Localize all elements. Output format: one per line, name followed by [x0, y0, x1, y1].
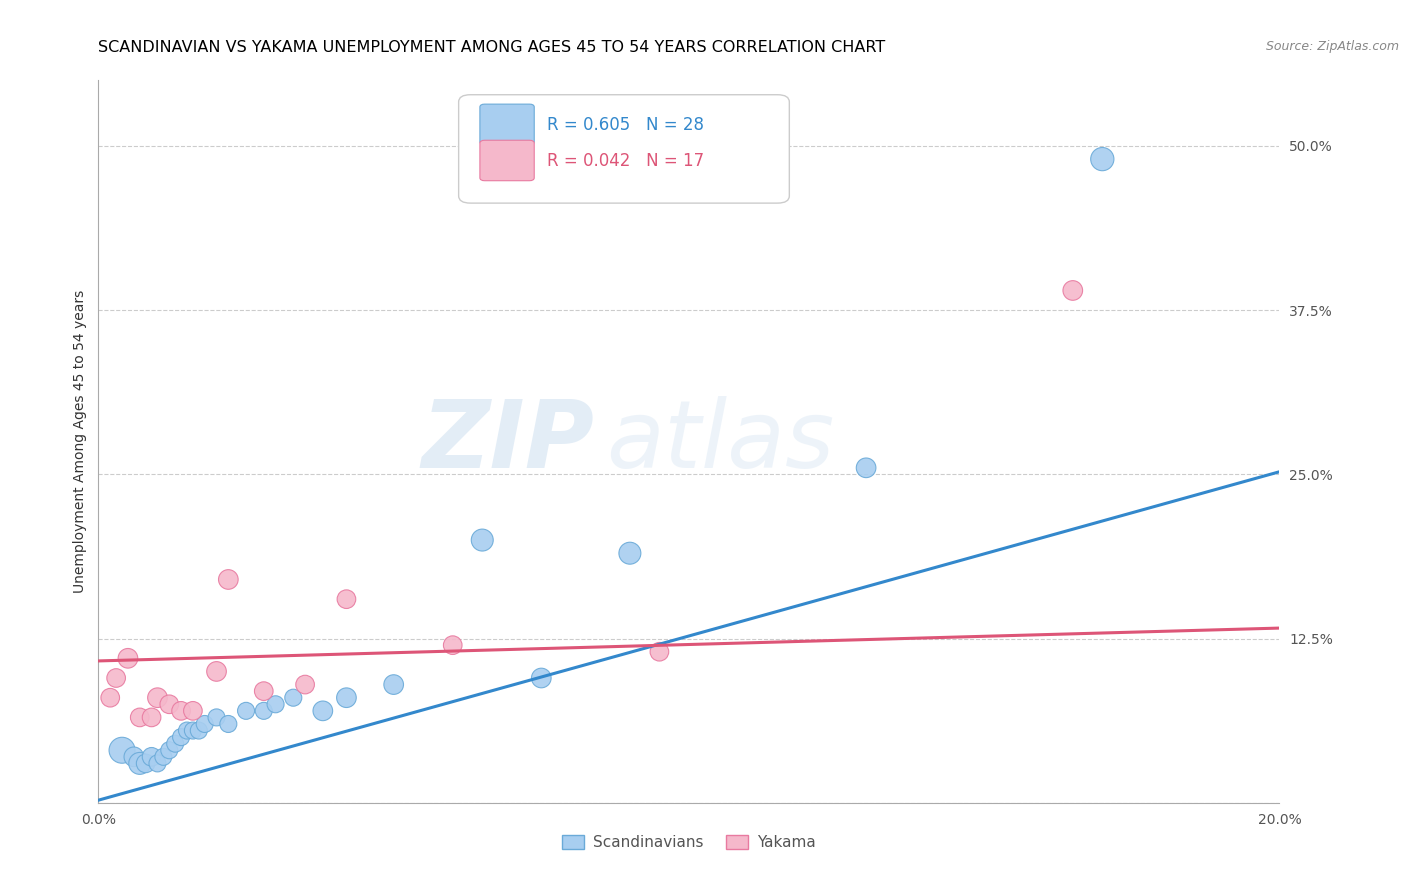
Point — [152, 749, 174, 764]
Point — [105, 671, 128, 685]
Point — [335, 592, 357, 607]
Point — [135, 756, 157, 771]
Point — [283, 690, 305, 705]
Point — [181, 704, 204, 718]
Point — [855, 460, 877, 475]
Point — [194, 717, 217, 731]
Legend: Scandinavians, Yakama: Scandinavians, Yakama — [557, 830, 821, 856]
FancyBboxPatch shape — [479, 104, 534, 145]
Point — [181, 723, 204, 738]
Point — [165, 737, 187, 751]
Point — [253, 684, 276, 698]
Point — [122, 749, 145, 764]
Point — [170, 730, 193, 744]
Point — [170, 704, 193, 718]
Point — [205, 665, 228, 679]
Point — [157, 698, 180, 712]
Point — [619, 546, 641, 560]
FancyBboxPatch shape — [458, 95, 789, 203]
Y-axis label: Unemployment Among Ages 45 to 54 years: Unemployment Among Ages 45 to 54 years — [73, 290, 87, 593]
Point — [264, 698, 287, 712]
Point — [217, 717, 239, 731]
Point — [98, 690, 121, 705]
Text: SCANDINAVIAN VS YAKAMA UNEMPLOYMENT AMONG AGES 45 TO 54 YEARS CORRELATION CHART: SCANDINAVIAN VS YAKAMA UNEMPLOYMENT AMON… — [98, 40, 886, 55]
FancyBboxPatch shape — [479, 140, 534, 181]
Point — [235, 704, 257, 718]
Point — [141, 749, 163, 764]
Text: atlas: atlas — [606, 396, 835, 487]
Point — [1062, 284, 1084, 298]
Point — [128, 756, 150, 771]
Point — [648, 645, 671, 659]
Text: R = 0.042   N = 17: R = 0.042 N = 17 — [547, 153, 704, 170]
Point — [294, 677, 316, 691]
Point — [217, 573, 239, 587]
Point — [253, 704, 276, 718]
Point — [205, 710, 228, 724]
Point — [117, 651, 139, 665]
Point — [146, 756, 169, 771]
Point — [146, 690, 169, 705]
Point — [157, 743, 180, 757]
Point — [128, 710, 150, 724]
Point — [471, 533, 494, 547]
Point — [530, 671, 553, 685]
Point — [335, 690, 357, 705]
Text: R = 0.605   N = 28: R = 0.605 N = 28 — [547, 116, 704, 134]
Text: Source: ZipAtlas.com: Source: ZipAtlas.com — [1265, 40, 1399, 54]
Point — [441, 638, 464, 652]
Point — [312, 704, 335, 718]
Text: ZIP: ZIP — [422, 395, 595, 488]
Point — [141, 710, 163, 724]
Point — [187, 723, 209, 738]
Point — [382, 677, 405, 691]
Point — [176, 723, 198, 738]
Point — [1091, 152, 1114, 166]
Point — [111, 743, 134, 757]
